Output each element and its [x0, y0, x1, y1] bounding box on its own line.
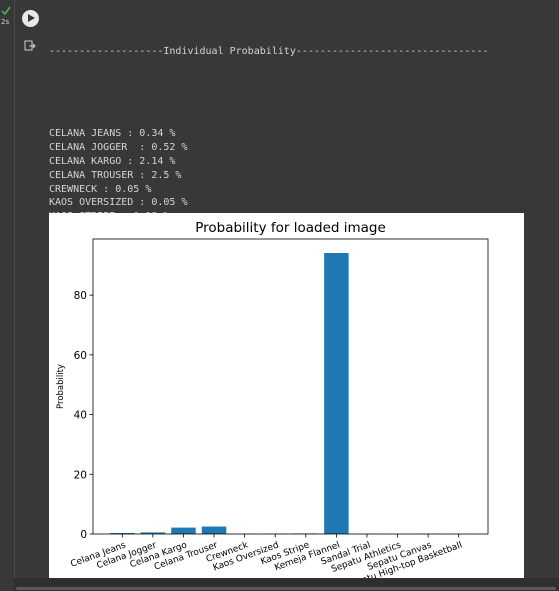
output-options-icon[interactable]	[24, 40, 36, 52]
probability-chart: Probability for loaded image Celana Jeans…	[49, 213, 524, 579]
output-blank-line	[49, 86, 549, 100]
result-line: KAOS OVERSIZED : 0.05 %	[49, 197, 188, 209]
y-tick-label: 20	[74, 469, 87, 481]
execution-time: 2s	[1, 18, 10, 26]
result-line: CELANA TROUSER : 2.5 %	[49, 169, 182, 181]
bar-celana-kargo	[171, 527, 196, 534]
bar-kemeja-flannel	[324, 253, 349, 534]
bar-celana-jeans	[110, 532, 135, 534]
output-header-line: -------------------Individual Probabilit…	[49, 45, 489, 57]
result-line: CREWNECK : 0.05 %	[49, 183, 152, 195]
check-icon	[1, 6, 11, 16]
chart-title: Probability for loaded image	[195, 220, 386, 236]
y-axis-label: Probability	[56, 364, 66, 409]
result-line: CELANA KARGO : 2.14 %	[49, 155, 176, 167]
axes-frame	[92, 238, 489, 535]
bar-celana-jogger	[140, 532, 166, 534]
scrollbar-thumb[interactable]	[16, 587, 556, 590]
y-tick-label: 40	[74, 410, 87, 422]
y-tick-label: 0	[80, 529, 87, 541]
cell-gutter: 2s	[0, 0, 14, 591]
result-line: CELANA JEANS : 0.34 %	[49, 128, 176, 140]
bar-celana-trouser	[201, 526, 227, 534]
y-tick-label: 60	[74, 350, 87, 362]
run-cell-button[interactable]	[22, 10, 39, 27]
result-line: CELANA JOGGER : 0.52 %	[49, 142, 188, 154]
y-tick-label: 80	[74, 290, 87, 302]
